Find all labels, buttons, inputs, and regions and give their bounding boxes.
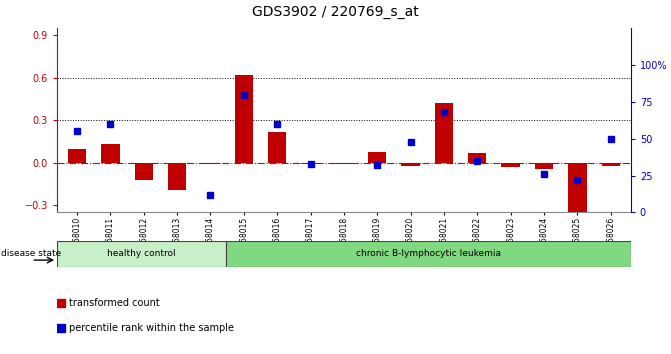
- Text: disease state: disease state: [1, 250, 62, 258]
- Text: healthy control: healthy control: [107, 250, 176, 258]
- Bar: [501, 163, 520, 167]
- Bar: [57, 241, 225, 267]
- Bar: [201, 163, 219, 164]
- Bar: [101, 144, 119, 163]
- Bar: [535, 163, 553, 169]
- Bar: [368, 152, 386, 163]
- Bar: [568, 163, 586, 217]
- Bar: [225, 241, 631, 267]
- Bar: [268, 132, 287, 163]
- Bar: [235, 75, 253, 163]
- Text: chronic B-lymphocytic leukemia: chronic B-lymphocytic leukemia: [356, 250, 501, 258]
- Text: percentile rank within the sample: percentile rank within the sample: [69, 322, 234, 332]
- Bar: [301, 163, 319, 164]
- Bar: [401, 163, 420, 166]
- Bar: [468, 153, 486, 163]
- Bar: [435, 103, 453, 163]
- Bar: [135, 163, 153, 180]
- Text: GDS3902 / 220769_s_at: GDS3902 / 220769_s_at: [252, 5, 419, 19]
- Text: transformed count: transformed count: [69, 298, 160, 308]
- Bar: [68, 149, 86, 163]
- Bar: [602, 163, 620, 166]
- Bar: [168, 163, 187, 190]
- Bar: [335, 163, 353, 164]
